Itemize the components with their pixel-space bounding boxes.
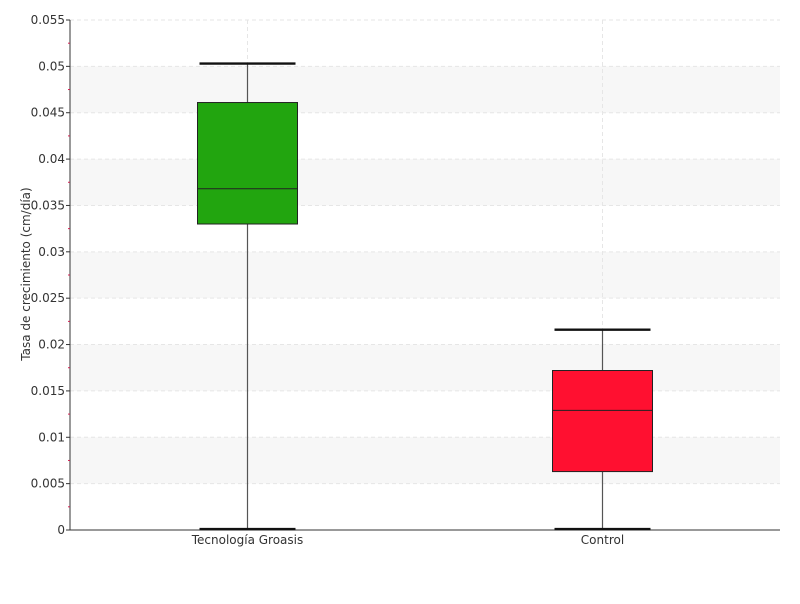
plot-band — [70, 251, 780, 299]
plot-band — [70, 344, 780, 391]
y-tick-label: 0.05 — [38, 59, 65, 73]
y-tick-label: 0.005 — [31, 477, 65, 491]
y-tick-label: 0.055 — [31, 13, 65, 27]
y-tick-label: 0.035 — [31, 198, 65, 212]
plot-bands — [70, 66, 780, 484]
plot-band — [70, 437, 780, 484]
box-group — [197, 62, 298, 531]
y-axis-title: Tasa de crecimiento (cm/día) — [19, 187, 33, 361]
y-tick-label: 0.01 — [38, 430, 65, 444]
y-tick-label: 0.015 — [31, 384, 65, 398]
y-tick-label: 0.045 — [31, 106, 65, 120]
y-tick-label: 0 — [57, 523, 65, 537]
y-tick-label: 0.04 — [38, 152, 65, 166]
iqr-box — [552, 370, 653, 473]
y-tick-label: 0.02 — [38, 338, 65, 352]
x-category-labels: Tecnología Groasis Control — [191, 533, 624, 547]
box-group — [552, 328, 653, 531]
x-category-label: Control — [581, 533, 624, 547]
grid-lines — [70, 19, 780, 530]
y-tick-labels: 0 0.005 0.01 0.015 0.02 0.025 0.03 0.035 0.04 0.0… — [31, 13, 70, 537]
x-category-label: Tecnología Groasis — [191, 533, 304, 547]
plot-band — [70, 66, 780, 113]
y-tick-label: 0.03 — [38, 245, 65, 259]
iqr-box — [197, 102, 298, 225]
y-tick-label: 0.025 — [31, 291, 65, 305]
box-series — [197, 62, 653, 531]
plot-band — [70, 159, 780, 206]
